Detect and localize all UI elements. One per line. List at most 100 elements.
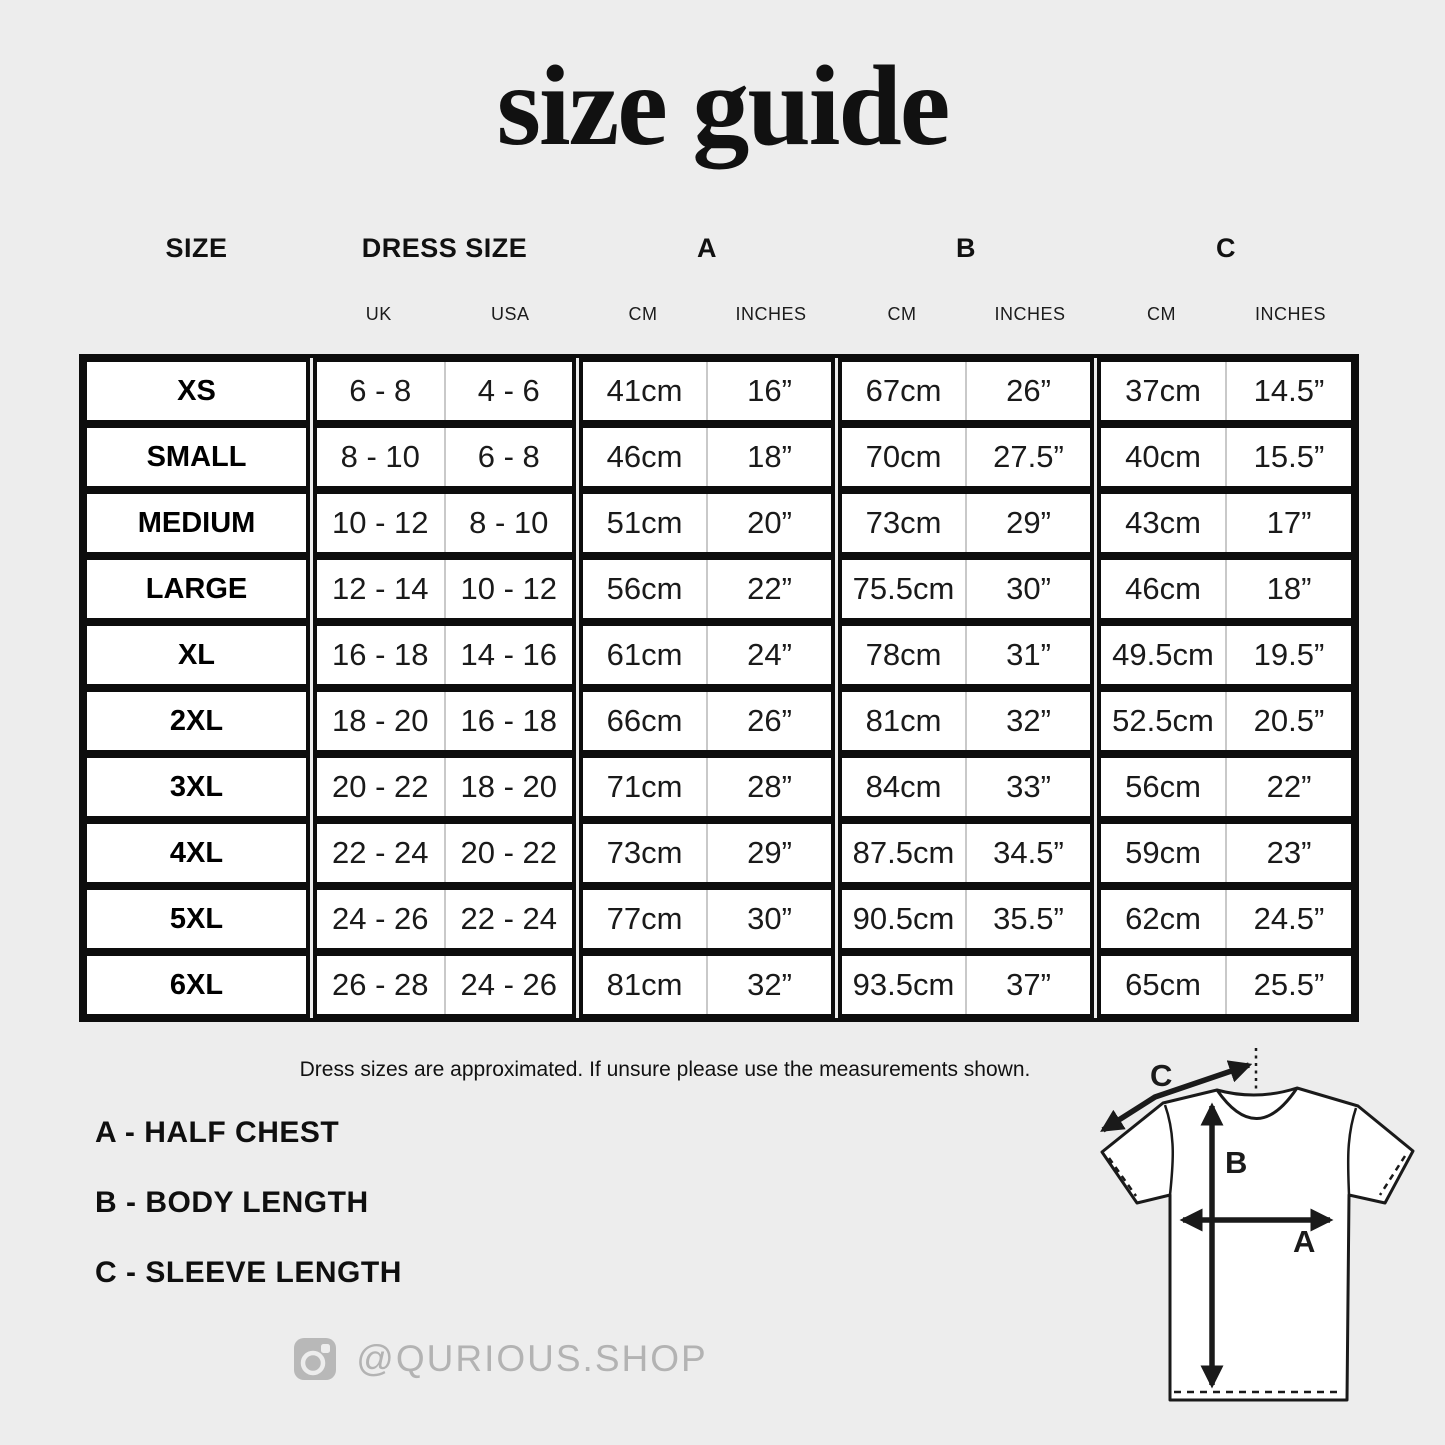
sleeve-length-cells: 59cm 23”	[1097, 820, 1355, 886]
body-length-cm-value: 75.5cm	[852, 571, 955, 606]
half-chest-cm-value: 61cm	[606, 637, 683, 672]
legend-sleeve-length: C - SLEEVE LENGTH	[95, 1256, 402, 1289]
half-chest-cm-value: 46cm	[606, 439, 683, 474]
half-chest-cells: 73cm 29”	[579, 820, 835, 886]
size-cell: 3XL	[83, 754, 310, 820]
size-label: 6XL	[169, 968, 224, 1001]
half-chest-inches-value: 22”	[706, 560, 831, 618]
size-cell: XL	[83, 622, 310, 688]
sleeve-length-inches-value: 14.5”	[1225, 362, 1351, 420]
half-chest-cells: 81cm 32”	[579, 952, 835, 1018]
body-length-cm-value: 81cm	[865, 703, 942, 738]
body-length-cells: 84cm 33”	[838, 754, 1094, 820]
half-chest-cm-value: 71cm	[606, 769, 683, 804]
half-chest-inches-value: 28”	[706, 758, 831, 816]
body-length-cells: 78cm 31”	[838, 622, 1094, 688]
sleeve-length-inches-value: 18”	[1225, 560, 1351, 618]
body-length-inches-value: 37”	[965, 956, 1090, 1014]
diagram-label-b: B	[1225, 1145, 1247, 1180]
half-chest-cm-value: 66cm	[606, 703, 683, 738]
subheader-uk: UK	[365, 303, 392, 324]
size-label: 5XL	[169, 902, 224, 935]
usa-dress-size-value: 18 - 20	[443, 758, 573, 816]
half-chest-inches-value: 18”	[706, 428, 831, 486]
body-length-cells: 67cm 26”	[838, 358, 1094, 424]
sleeve-length-cells: 49.5cm 19.5”	[1097, 622, 1355, 688]
size-cell: MEDIUM	[83, 490, 310, 556]
body-length-cm-value: 90.5cm	[852, 901, 955, 936]
sleeve-length-inches-value: 17”	[1225, 494, 1351, 552]
half-chest-cm-value: 41cm	[606, 373, 683, 408]
half-chest-cells: 56cm 22”	[579, 556, 835, 622]
dress-size-cells: 22 - 24 20 - 22	[313, 820, 576, 886]
dress-size-cells: 26 - 28 24 - 26	[313, 952, 576, 1018]
size-cell: 4XL	[83, 820, 310, 886]
size-label: LARGE	[145, 572, 248, 605]
usa-dress-size-value: 6 - 8	[443, 428, 573, 486]
column-header-a: A	[697, 232, 717, 263]
half-chest-inches-value: 24”	[706, 626, 831, 684]
sleeve-length-cm-value: 43cm	[1125, 505, 1201, 540]
body-length-cells: 70cm 27.5”	[838, 424, 1094, 490]
half-chest-inches-value: 30”	[706, 890, 831, 948]
body-length-inches-value: 27.5”	[965, 428, 1090, 486]
sleeve-length-cells: 62cm 24.5”	[1097, 886, 1355, 952]
social-handle: @QURIOUS.SHOP	[356, 1338, 708, 1379]
subheader-usa: USA	[490, 303, 530, 324]
table-row: 4XL 22 - 24 20 - 22 73cm 29” 87.5cm 34.5…	[83, 820, 1355, 886]
half-chest-cells: 71cm 28”	[579, 754, 835, 820]
sleeve-length-cm-value: 62cm	[1125, 901, 1201, 936]
tshirt-measurement-diagram: C B A	[1100, 1048, 1415, 1402]
half-chest-cells: 51cm 20”	[579, 490, 835, 556]
uk-dress-size-value: 20 - 22	[331, 769, 429, 804]
sleeve-length-cm-value: 46cm	[1125, 571, 1201, 606]
dress-size-cells: 24 - 26 22 - 24	[313, 886, 576, 952]
half-chest-cm-value: 77cm	[606, 901, 683, 936]
body-length-cells: 81cm 32”	[838, 688, 1094, 754]
sleeve-length-cells: 52.5cm 20.5”	[1097, 688, 1355, 754]
body-length-inches-value: 32”	[965, 692, 1090, 750]
body-length-cells: 87.5cm 34.5”	[838, 820, 1094, 886]
body-length-cells: 75.5cm 30”	[838, 556, 1094, 622]
half-chest-inches-value: 32”	[706, 956, 831, 1014]
sleeve-length-inches-value: 19.5”	[1225, 626, 1351, 684]
body-length-cells: 93.5cm 37”	[838, 952, 1094, 1018]
tshirt-outline	[1100, 1086, 1415, 1402]
uk-dress-size-value: 12 - 14	[331, 571, 429, 606]
half-chest-inches-value: 26”	[706, 692, 831, 750]
body-length-cm-value: 73cm	[865, 505, 942, 540]
subheader-c-inches: INCHES	[1254, 303, 1326, 324]
page-title: size guide	[496, 42, 951, 169]
body-length-inches-value: 26”	[965, 362, 1090, 420]
size-label: SMALL	[146, 440, 247, 473]
tshirt-right-sleeve-hem-dashes	[1378, 1155, 1407, 1196]
half-chest-cm-value: 81cm	[606, 967, 683, 1002]
body-length-inches-value: 30”	[965, 560, 1090, 618]
dress-size-cells: 10 - 12 8 - 10	[313, 490, 576, 556]
size-label: XS	[177, 374, 216, 407]
dress-size-cells: 20 - 22 18 - 20	[313, 754, 576, 820]
half-chest-cells: 41cm 16”	[579, 358, 835, 424]
half-chest-cells: 66cm 26”	[579, 688, 835, 754]
table-row: XL 16 - 18 14 - 16 61cm 24” 78cm 31” 49.…	[83, 622, 1355, 688]
size-cell: XS	[83, 358, 310, 424]
diagram-label-c: C	[1150, 1058, 1172, 1093]
body-length-inches-value: 33”	[965, 758, 1090, 816]
uk-dress-size-value: 6 - 8	[349, 373, 412, 408]
social-row: @QURIOUS.SHOP	[0, 1336, 1000, 1382]
body-length-cm-value: 78cm	[865, 637, 942, 672]
subheader-b-inches: INCHES	[994, 303, 1066, 324]
sleeve-length-cm-value: 52.5cm	[1112, 703, 1214, 738]
uk-dress-size-value: 22 - 24	[331, 835, 429, 870]
size-label: XL	[177, 638, 216, 671]
sleeve-length-inches-value: 15.5”	[1225, 428, 1351, 486]
body-length-inches-value: 31”	[965, 626, 1090, 684]
sleeve-length-cells: 65cm 25.5”	[1097, 952, 1355, 1018]
size-cell: 2XL	[83, 688, 310, 754]
instagram-icon	[294, 1338, 337, 1380]
sleeve-length-cm-value: 49.5cm	[1112, 637, 1214, 672]
table-row: 6XL 26 - 28 24 - 26 81cm 32” 93.5cm 37” …	[83, 952, 1355, 1018]
table-row: MEDIUM 10 - 12 8 - 10 51cm 20” 73cm 29” …	[83, 490, 1355, 556]
uk-dress-size-value: 16 - 18	[331, 637, 429, 672]
size-cell: 5XL	[83, 886, 310, 952]
